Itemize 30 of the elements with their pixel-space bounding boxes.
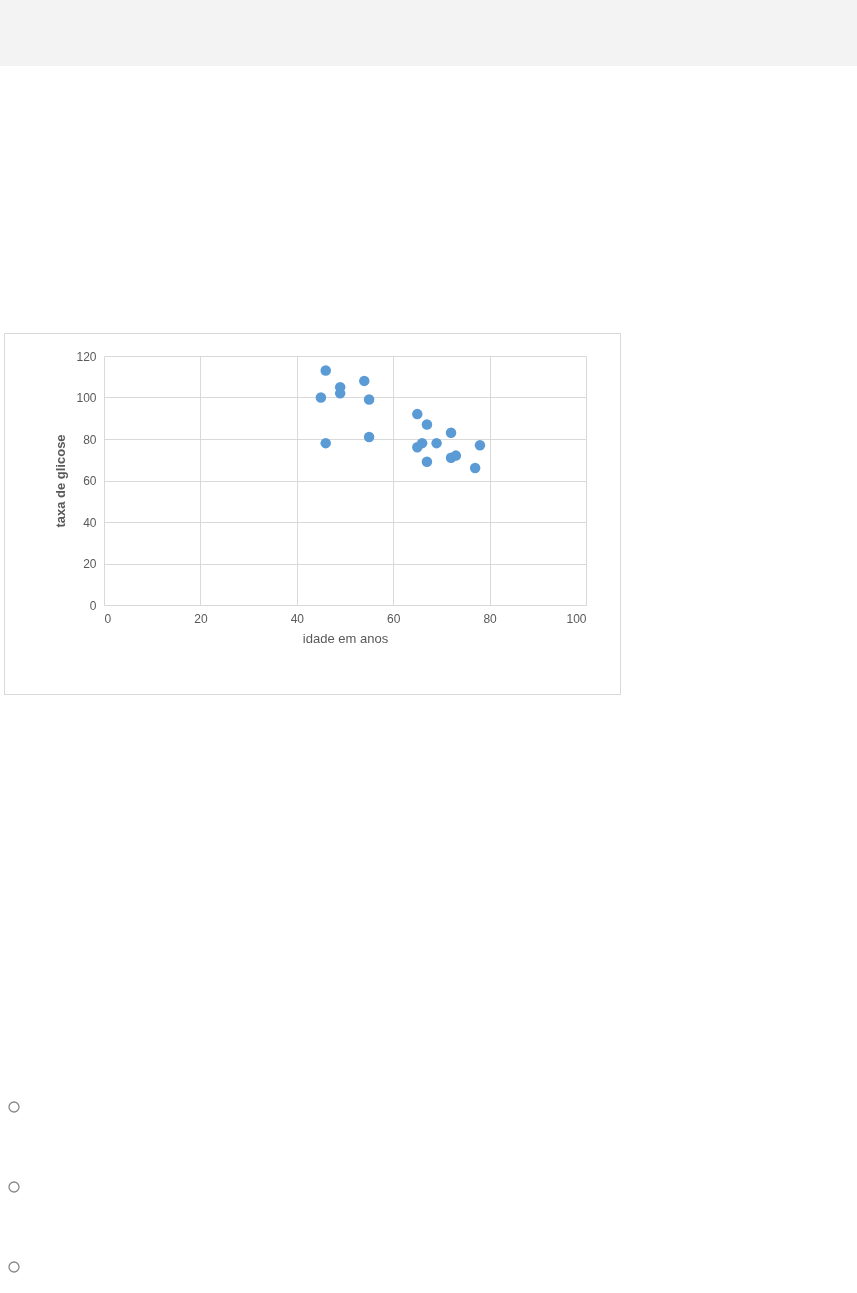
y-tick-label: 120 xyxy=(76,349,97,364)
point xyxy=(412,442,423,453)
point xyxy=(421,419,433,430)
x-tick-label: 0 xyxy=(104,611,112,626)
x-tick-label: 40 xyxy=(290,611,305,626)
y-tick-label: 0 xyxy=(89,598,97,613)
x-tick-label: 20 xyxy=(194,611,208,626)
x-tick-label: 100 xyxy=(566,611,587,626)
y-axis-title: taxa de glicose xyxy=(53,434,69,528)
x-tick-label: 80 xyxy=(483,611,498,626)
point xyxy=(450,450,462,461)
point xyxy=(445,427,457,439)
y-tick-label: 40 xyxy=(83,515,97,530)
point xyxy=(359,375,370,387)
point xyxy=(363,431,375,443)
y-tick-label: 60 xyxy=(83,474,97,488)
point xyxy=(469,462,481,474)
point xyxy=(315,392,327,403)
y-tick-label: 100 xyxy=(76,391,97,405)
point xyxy=(412,408,423,420)
x-axis-title: idade em anos xyxy=(302,630,389,646)
point xyxy=(474,439,486,451)
x-tick-label: 60 xyxy=(387,611,401,626)
point xyxy=(431,437,442,449)
y-tick-label: 80 xyxy=(83,432,97,447)
point xyxy=(363,394,375,405)
point xyxy=(421,456,433,468)
point xyxy=(320,437,331,449)
y-tick-label: 20 xyxy=(83,557,97,571)
point xyxy=(320,365,331,376)
